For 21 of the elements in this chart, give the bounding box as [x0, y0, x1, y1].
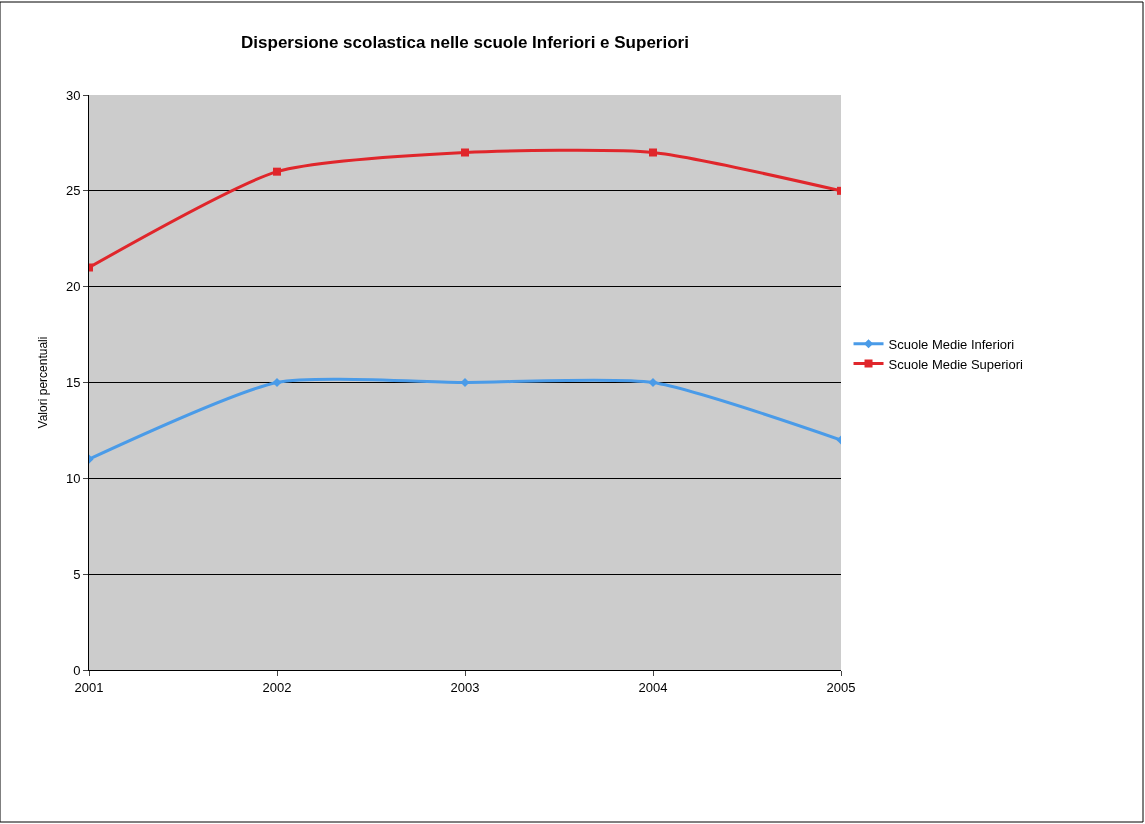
- legend-label: Scuole Medie Inferiori: [888, 336, 1015, 352]
- x-tick-label: 2002: [262, 679, 292, 695]
- y-tick-label: 25: [65, 183, 81, 199]
- point: [461, 148, 469, 157]
- x-tick-label: 2005: [826, 679, 856, 695]
- legend-label: Scuole Medie Superiori: [888, 356, 1024, 372]
- y-tick-label: 0: [73, 662, 81, 678]
- point: [272, 377, 282, 388]
- x-tick-label: 2003: [450, 679, 480, 695]
- chart-title: Dispersione scolastica nelle scuole Inferiori e Superiori: [241, 32, 689, 52]
- x-tick-label: 2001: [74, 679, 104, 695]
- point: [648, 377, 658, 388]
- point: [649, 148, 657, 157]
- y-tick-label: 10: [65, 470, 81, 486]
- y-tick-label: 15: [65, 375, 81, 391]
- y-tick-label: 20: [65, 279, 81, 295]
- y-axis-title: Valori percentuali: [36, 336, 51, 429]
- y-tick-label: 30: [65, 87, 81, 103]
- x-tick-label: 2004: [638, 679, 668, 695]
- point: [273, 167, 281, 176]
- y-tick-label: 5: [73, 566, 81, 582]
